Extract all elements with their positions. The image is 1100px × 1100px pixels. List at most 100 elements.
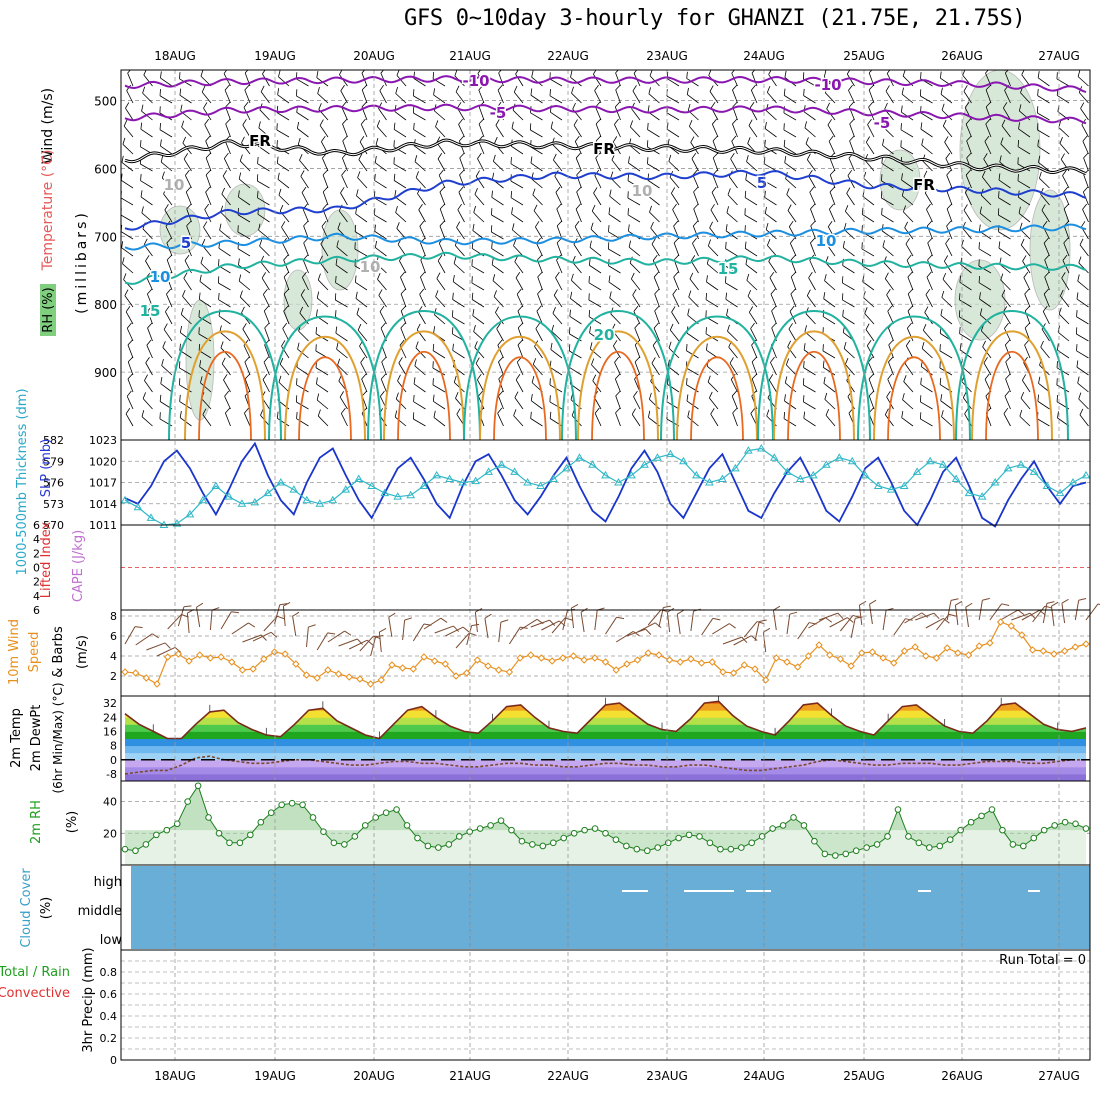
wind10-point — [302, 671, 311, 679]
upper-wind-barb — [360, 356, 368, 376]
upper-wind-barb — [570, 393, 582, 410]
upper-wind-barb — [731, 390, 738, 410]
wind10-barb — [605, 616, 625, 635]
wind10-point — [697, 659, 706, 667]
boundary-layer-contour — [873, 335, 955, 440]
wind10-barb — [292, 611, 300, 637]
thickness-point — [341, 485, 351, 493]
upper-wind-barb — [198, 292, 212, 308]
wind10-point — [430, 657, 439, 665]
upper-wind-barb — [710, 408, 719, 427]
upper-wind-barb — [394, 410, 407, 427]
upper-wind-barb — [589, 240, 602, 257]
upper-wind-barb — [693, 186, 699, 206]
temp-title-3: (6hr Min/Max) (°C) — [51, 682, 65, 793]
upper-wind-barb — [436, 272, 446, 291]
rh-point — [779, 822, 787, 829]
wind10-barb — [840, 614, 861, 632]
thickness-point — [601, 470, 610, 479]
upper-wind-barb — [498, 390, 504, 410]
upper-wind-barb — [124, 289, 134, 308]
upper-wind-barb — [731, 135, 738, 155]
rh-point — [999, 826, 1006, 834]
rh-point — [476, 825, 484, 832]
upper-wind-barb — [983, 153, 992, 172]
upper-wind-barb — [381, 339, 387, 359]
thickness-point — [679, 456, 688, 465]
upper-wind-barb — [826, 102, 836, 121]
date-label-top: 19AUG — [254, 49, 296, 63]
upper-wind-barb — [374, 156, 387, 172]
boundary-layer-contour — [184, 330, 266, 440]
contour-label: -5 — [490, 104, 507, 122]
upper-wind-barb — [204, 118, 212, 138]
wind10-barb — [989, 603, 1010, 621]
upper-wind-barb — [418, 203, 426, 223]
temp-band — [125, 752, 1086, 761]
li-tick: 2 — [33, 547, 40, 560]
wind10-point — [345, 673, 353, 681]
upper-wind-barb — [1004, 322, 1011, 342]
temp-band — [125, 731, 1086, 739]
upper-wind-barb — [920, 395, 933, 410]
upper-wind-barb — [1082, 186, 1089, 206]
wind10-point — [324, 666, 332, 674]
upper-wind-barb — [881, 207, 894, 223]
rh-point — [487, 822, 494, 829]
rh-point — [654, 844, 662, 851]
upper-wind-barb — [1082, 135, 1089, 155]
upper-wind-barb — [244, 356, 251, 376]
upper-wind-barb — [439, 186, 446, 206]
upper-wind-barb — [745, 257, 758, 274]
rh-point — [455, 833, 463, 840]
upper-wind-barb — [790, 271, 797, 291]
rh-point — [529, 841, 536, 848]
thickness-tick: 570 — [43, 519, 64, 532]
wind10-title-4: & Barbs — [51, 626, 66, 678]
rh-point — [309, 814, 317, 821]
upper-wind-barb — [202, 408, 212, 427]
upper-wind-barb — [556, 203, 563, 223]
wind10-point — [185, 657, 193, 665]
wind10-point — [260, 655, 268, 663]
thickness-point — [536, 481, 545, 490]
upper-wind-barb — [691, 152, 699, 172]
axis-labels: 18AUG 18AUG 19AUG 19AUG 20AUG 20AUG 21AUG 21AUG… — [33, 49, 1080, 1083]
upper-wind-barb — [296, 89, 309, 104]
wind10-barb — [412, 623, 432, 642]
boundary-layer-contour — [787, 350, 841, 440]
rh2m-title: 2m RH — [29, 800, 44, 844]
wind-tick: 6 — [110, 630, 117, 643]
wind10-point — [292, 660, 300, 668]
upper-wind-barb — [940, 308, 953, 325]
wind10-barb — [423, 617, 448, 630]
wind10-barb — [455, 632, 477, 649]
wind10-point — [954, 649, 962, 657]
upper-wind-barb — [926, 271, 933, 291]
upper-wind-barb — [671, 187, 680, 206]
upper-wind-barb — [824, 392, 836, 410]
upper-wind-barb — [1079, 408, 1089, 427]
upper-wind-barb — [710, 204, 719, 223]
upper-wind-barb — [302, 203, 309, 223]
contour-label: 10 — [150, 268, 171, 286]
upper-wind-barb — [842, 240, 855, 257]
date-label-bottom: 24AUG — [743, 1069, 785, 1083]
thickness-title: 1000-500mb Thickness (dm) — [15, 388, 30, 575]
upper-wind-barb — [571, 86, 582, 104]
upper-wind-barb — [939, 344, 953, 359]
wind10-barb — [263, 615, 285, 632]
wind10-point — [217, 653, 225, 661]
rh-point — [717, 845, 724, 853]
upper-wind-barb — [166, 288, 173, 308]
upper-wind-barb — [127, 356, 134, 376]
upper-wind-barb — [725, 276, 738, 291]
upper-wind-barb — [924, 187, 933, 206]
upper-wind-barb — [673, 271, 680, 291]
thickness-point — [925, 456, 935, 465]
upper-wind-barb — [201, 85, 212, 104]
upper-wind-barb — [262, 373, 270, 393]
upper-wind-barb — [125, 102, 134, 121]
upper-temp-title: Temperature (°C) — [40, 150, 56, 272]
